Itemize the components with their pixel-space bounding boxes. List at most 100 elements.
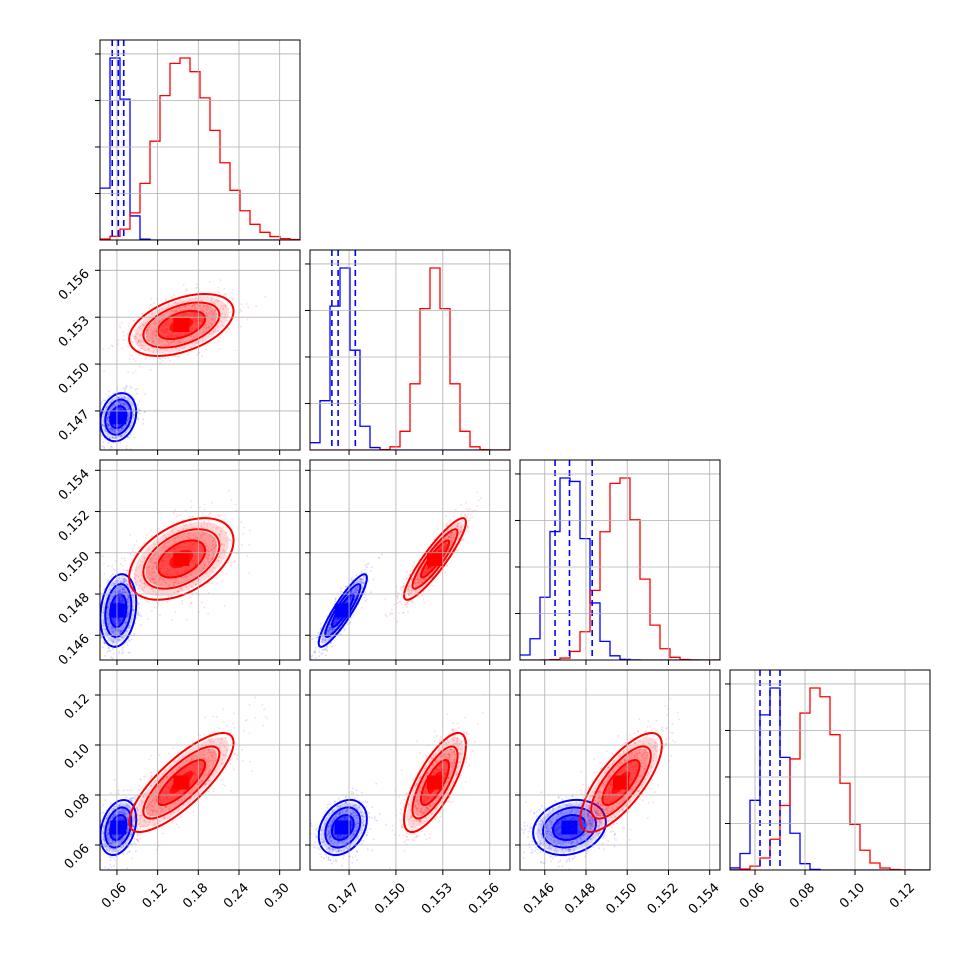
scatter-point [152,578,154,581]
scatter-point [109,597,111,600]
scatter-point [316,636,319,639]
scatter-point [90,651,92,653]
scatter-point [122,402,125,405]
scatter-point [184,575,187,578]
scatter-point [135,540,138,543]
scatter-point [133,414,135,417]
scatter-point [240,543,243,546]
scatter-point [112,631,115,634]
scatter-point [202,326,205,328]
scatter-point [181,599,184,602]
scatter-point [153,580,156,583]
scatter-point [115,436,117,439]
scatter-point [107,660,109,662]
scatter-point [117,638,120,641]
scatter-point [121,588,124,590]
scatter-point [220,543,222,546]
scatter-point [127,607,130,610]
scatter-point [124,559,126,562]
scatter-point [205,313,208,315]
scatter-point [352,578,355,581]
scatter-point [122,626,125,629]
scatter-point [211,319,213,322]
scatter-point [121,575,124,578]
scatter-point [131,594,134,597]
scatter-point [111,436,114,439]
scatter-point [114,574,117,577]
scatter-point [313,651,316,654]
scatter-point [171,310,174,313]
scatter-point [133,573,136,575]
scatter-point [165,298,167,301]
scatter-point [208,562,210,565]
scatter-point [140,615,143,617]
scatter-point [378,557,381,559]
scatter-point [107,623,110,625]
scatter-point [230,499,233,502]
scatter-point [117,579,119,582]
scatter-point [310,663,312,665]
scatter-point [110,639,113,642]
scatter-point [231,289,234,291]
scatter-point [107,605,110,608]
scatter-point [144,321,147,324]
scatter-point [123,586,126,589]
scatter-point [255,305,258,308]
scatter-point [118,576,121,578]
scatter-point [320,627,323,630]
scatter-point [115,580,117,582]
scatter-point [134,335,137,338]
scatter-point [111,405,114,407]
scatter-point [117,430,120,432]
scatter-point [158,320,161,323]
scatter-point [177,310,180,313]
scatter-point [151,571,154,574]
scatter-point [334,598,337,600]
scatter-point [344,585,347,588]
scatter-point [326,648,328,651]
scatter-point [240,303,243,306]
scatter-point [110,583,113,585]
scatter-point [114,628,117,631]
scatter-point [152,558,154,560]
scatter-point [181,347,184,350]
scatter-point [102,555,104,558]
scatter-point [176,591,179,593]
scatter-point [350,578,353,581]
scatter-point [353,591,356,594]
scatter-point [128,609,131,612]
scatter-point [200,299,203,302]
scatter-point [117,587,119,589]
scatter-point [150,556,153,559]
scatter-point [105,407,108,409]
scatter-point [191,305,194,308]
scatter-point [356,586,358,589]
scatter-point [173,339,176,342]
scatter-point [100,403,103,405]
scatter-point [411,565,414,568]
scatter-point [103,633,106,636]
scatter-point [154,562,157,565]
scatter-point [149,303,152,306]
scatter-point [110,445,112,448]
scatter-point [212,329,215,332]
scatter-point [209,569,212,571]
scatter-point [191,581,194,584]
scatter-point [142,418,145,421]
scatter-point [360,572,363,575]
scatter-point [362,582,364,584]
scatter-point [215,577,218,580]
scatter-point [104,654,106,657]
scatter-point [141,582,143,585]
scatter-point [93,606,95,608]
scatter-point [132,358,135,361]
scatter-point [126,615,129,618]
scatter-point [215,312,218,315]
scatter-point [126,630,129,632]
scatter-point [111,399,113,402]
scatter-point [111,437,114,440]
scatter-point [134,338,137,340]
scatter-point [314,646,317,649]
scatter-point [208,327,210,330]
scatter-point [365,598,368,601]
